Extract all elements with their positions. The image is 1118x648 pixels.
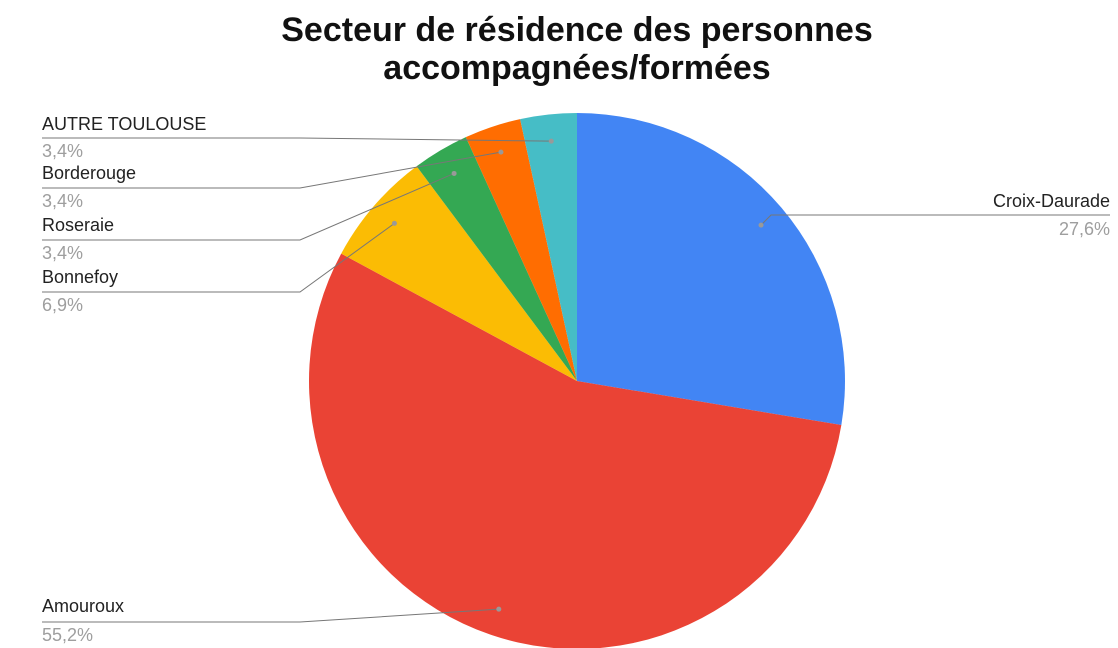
leader-dot bbox=[451, 170, 457, 176]
slice-value-label: 27,6% bbox=[1059, 219, 1110, 239]
leader-dot bbox=[758, 222, 764, 228]
leader-line bbox=[42, 151, 502, 189]
chart-title: Secteur de résidence des personnes bbox=[281, 11, 872, 49]
leader-line bbox=[42, 137, 552, 142]
slice-value-label: 55,2% bbox=[42, 625, 93, 645]
chart-title: accompagnées/formées bbox=[383, 49, 770, 87]
leader-line bbox=[760, 214, 1110, 226]
slice-value-label: 3,4% bbox=[42, 141, 83, 161]
leader-line bbox=[42, 172, 455, 241]
leader-dot bbox=[548, 138, 554, 144]
slice-value-label: 3,4% bbox=[42, 191, 83, 211]
slice-value-label: 6,9% bbox=[42, 295, 83, 315]
pie-slice bbox=[309, 253, 842, 648]
leader-line bbox=[42, 222, 395, 293]
slice-label: Borderouge bbox=[42, 163, 136, 183]
pie-slice bbox=[341, 166, 577, 381]
pie-slice bbox=[577, 113, 846, 426]
slice-label: Croix-Daurade bbox=[993, 191, 1110, 211]
pie-slice bbox=[520, 113, 577, 381]
slice-label: Bonnefoy bbox=[42, 267, 118, 287]
leader-line bbox=[42, 608, 499, 623]
slice-value-label: 3,4% bbox=[42, 243, 83, 263]
slice-label: AUTRE TOULOUSE bbox=[42, 114, 206, 134]
slice-label: Roseraie bbox=[42, 215, 114, 235]
leader-dot bbox=[498, 149, 504, 155]
pie-slice bbox=[416, 137, 577, 381]
leader-dot bbox=[391, 220, 397, 226]
leader-dot bbox=[496, 606, 502, 612]
slice-label: Amouroux bbox=[42, 596, 124, 616]
pie-slice bbox=[465, 119, 577, 381]
